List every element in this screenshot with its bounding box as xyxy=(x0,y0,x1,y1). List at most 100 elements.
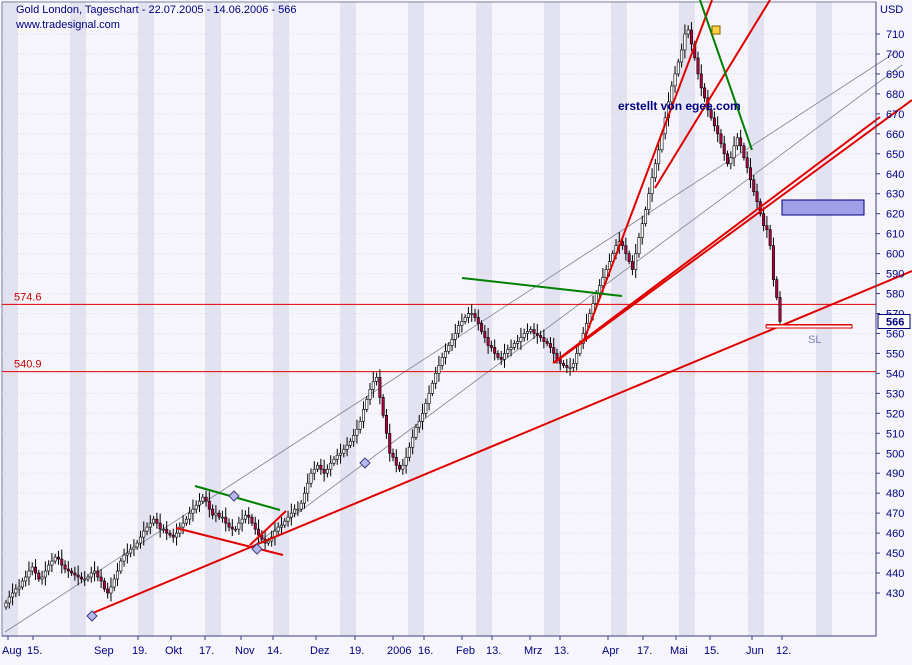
candle-body xyxy=(279,524,283,528)
candle-body xyxy=(742,145,746,159)
candle-body xyxy=(634,253,638,270)
candle-body xyxy=(476,317,480,324)
y-tick-label: 430 xyxy=(886,588,904,600)
candle-body xyxy=(27,570,31,578)
y-tick-label: 540 xyxy=(886,368,904,380)
candle-body xyxy=(598,285,602,294)
y-tick-label: 460 xyxy=(886,528,904,540)
candle-body xyxy=(198,500,202,506)
candle-body xyxy=(339,452,343,456)
candle-body xyxy=(768,229,772,246)
candle-body xyxy=(552,347,556,354)
y-tick-label: 640 xyxy=(886,169,904,181)
x-tick-label: Mrz xyxy=(524,645,542,657)
candle-body xyxy=(644,209,648,224)
candle-body xyxy=(122,554,126,562)
pivot-marker xyxy=(359,457,371,469)
candle-body xyxy=(348,440,352,446)
candle-body xyxy=(529,329,533,332)
candle-body xyxy=(152,518,156,524)
peak-marker xyxy=(711,25,721,35)
candle-body xyxy=(24,576,28,582)
candle-body xyxy=(630,261,634,270)
candle-body xyxy=(70,570,74,574)
candle-body xyxy=(463,317,467,322)
candle-body xyxy=(332,458,336,464)
y-tick-label: 470 xyxy=(886,508,904,520)
y-tick-label: 520 xyxy=(886,408,904,420)
candle-body xyxy=(109,586,113,594)
candle-body xyxy=(119,560,123,572)
chart-source: www.tradesignal.com xyxy=(15,19,120,31)
candle-body xyxy=(299,502,303,510)
y-tick-label: 550 xyxy=(886,348,904,360)
last-price-label: 566 xyxy=(886,316,904,328)
chart-title: Gold London, Tageschart - 22.07.2005 - 1… xyxy=(16,4,297,16)
trend-line-red xyxy=(553,99,912,364)
candle-body xyxy=(771,245,775,280)
candle-body xyxy=(686,29,690,35)
candle-body xyxy=(729,157,733,165)
candle-body xyxy=(762,213,766,226)
candle-body xyxy=(650,177,654,195)
candle-body xyxy=(542,337,546,342)
candle-body xyxy=(135,542,139,548)
candle-body xyxy=(93,570,97,574)
candle-body xyxy=(388,432,392,454)
last-price-box xyxy=(877,313,911,329)
y-tick-label: 440 xyxy=(886,568,904,580)
candle-body xyxy=(165,528,169,534)
candle-body xyxy=(391,452,395,458)
x-tick-label: Aug xyxy=(2,645,22,657)
candle-body xyxy=(106,588,110,594)
x-tick-label: 16. xyxy=(418,645,433,657)
candle-body xyxy=(89,572,93,578)
candle-body xyxy=(621,241,625,246)
candle-body xyxy=(683,33,687,51)
candle-body xyxy=(355,428,359,436)
candle-body xyxy=(63,564,67,570)
candle-body xyxy=(20,580,24,588)
candle-body xyxy=(486,337,490,346)
candle-body xyxy=(565,365,569,368)
candle-body xyxy=(489,345,493,348)
week-band xyxy=(2,2,18,636)
candle-body xyxy=(201,496,205,502)
candle-body xyxy=(414,426,418,438)
candle-body xyxy=(86,576,90,580)
candle-body xyxy=(716,125,720,135)
y-tick-label: 710 xyxy=(886,29,904,41)
candle-body xyxy=(319,464,323,470)
x-tick-label: 14. xyxy=(267,645,282,657)
candle-body xyxy=(680,49,684,63)
candle-body xyxy=(512,343,516,348)
week-band xyxy=(611,2,627,636)
x-tick-label: Mai xyxy=(670,645,688,657)
candle-body xyxy=(325,468,329,474)
candle-body xyxy=(434,373,438,384)
week-band xyxy=(340,2,356,636)
candle-body xyxy=(539,335,543,338)
candle-body xyxy=(171,534,175,538)
candle-body xyxy=(709,109,713,119)
candle-body xyxy=(168,532,172,536)
candle-body xyxy=(217,512,221,518)
trend-line-red xyxy=(583,0,713,341)
candle-body xyxy=(211,508,215,516)
candle-body xyxy=(207,500,211,510)
candle-body xyxy=(506,349,510,354)
candle-body xyxy=(7,596,11,604)
y-tick-label: 510 xyxy=(886,428,904,440)
week-band xyxy=(70,2,86,636)
candle-body xyxy=(60,558,64,566)
x-tick-label: 13. xyxy=(554,645,569,657)
x-tick-label: 2006 xyxy=(387,645,411,657)
candle-body xyxy=(37,572,41,580)
candle-body xyxy=(752,179,756,193)
candle-body xyxy=(322,468,326,474)
candle-body xyxy=(125,552,129,556)
candle-body xyxy=(381,397,385,416)
week-band xyxy=(748,2,764,636)
